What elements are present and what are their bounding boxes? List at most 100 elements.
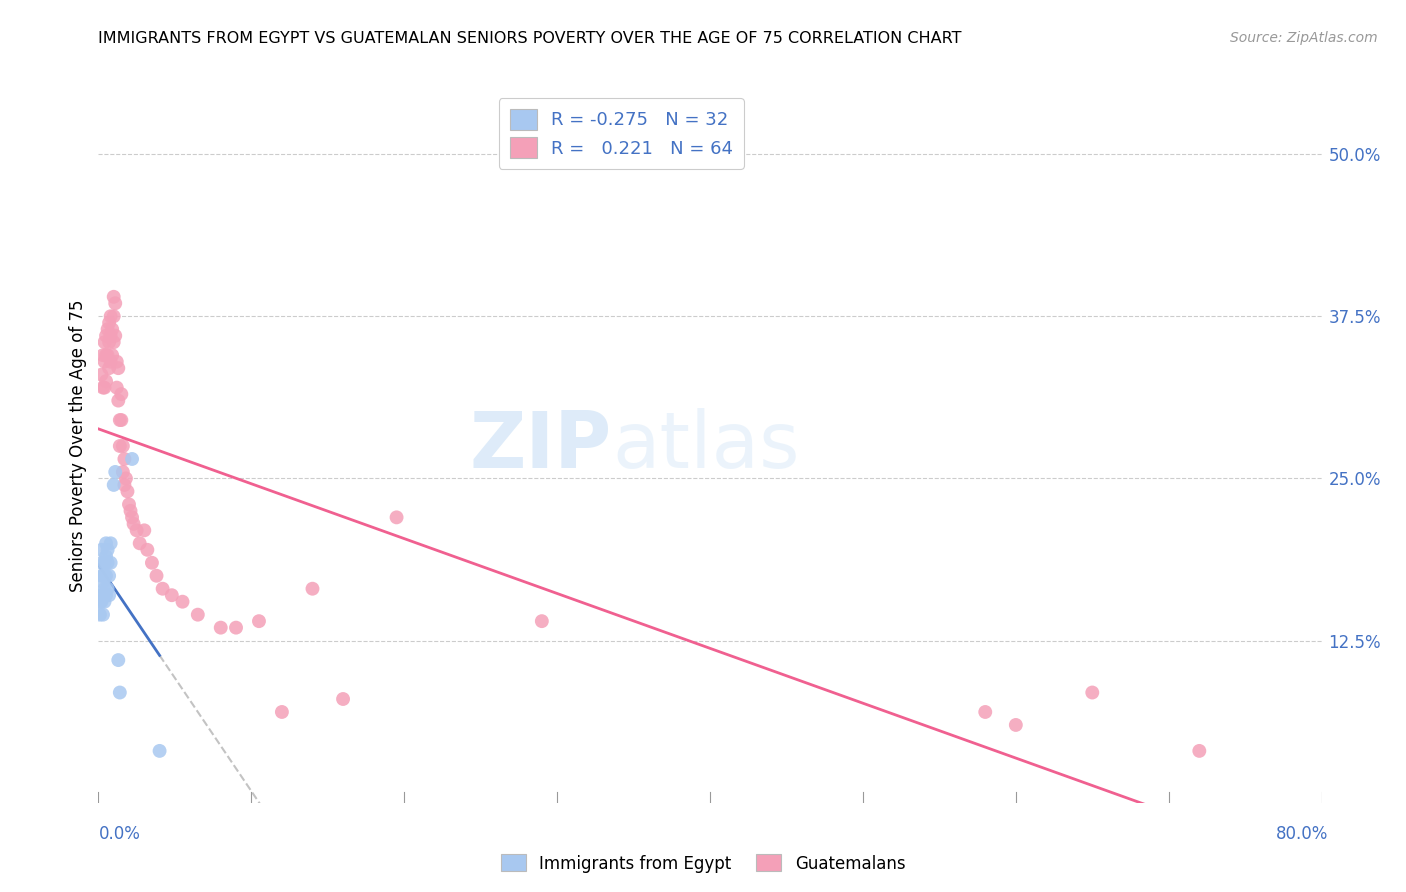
Point — [89, 595, 111, 609]
Legend: Immigrants from Egypt, Guatemalans: Immigrants from Egypt, Guatemalans — [494, 847, 912, 880]
Point — [97, 348, 120, 362]
Point — [98, 588, 121, 602]
Point — [97, 322, 120, 336]
Point — [134, 524, 156, 538]
Point — [209, 621, 232, 635]
Point — [125, 524, 148, 538]
Point — [225, 621, 247, 635]
Point — [94, 588, 117, 602]
Point — [111, 439, 134, 453]
Text: Source: ZipAtlas.com: Source: ZipAtlas.com — [1230, 31, 1378, 45]
Point — [115, 471, 138, 485]
Point — [94, 348, 117, 362]
Text: 0.0%: 0.0% — [98, 825, 141, 843]
Point — [145, 568, 167, 582]
Point — [90, 368, 112, 382]
Point — [98, 361, 121, 376]
Point — [122, 516, 145, 531]
Text: ZIP: ZIP — [470, 408, 612, 484]
Point — [91, 568, 114, 582]
Point — [90, 542, 112, 557]
Point — [247, 614, 270, 628]
Point — [90, 595, 112, 609]
Point — [97, 556, 120, 570]
Point — [104, 296, 127, 310]
Point — [100, 328, 122, 343]
Point — [103, 335, 125, 350]
Point — [105, 381, 128, 395]
Point — [141, 556, 163, 570]
Legend: R = -0.275   N = 32, R =   0.221   N = 64: R = -0.275 N = 32, R = 0.221 N = 64 — [499, 98, 744, 169]
Point — [89, 588, 111, 602]
Point — [94, 549, 117, 564]
Point — [91, 348, 114, 362]
Point — [94, 568, 117, 582]
Point — [112, 452, 135, 467]
Point — [98, 316, 121, 330]
Text: IMMIGRANTS FROM EGYPT VS GUATEMALAN SENIORS POVERTY OVER THE AGE OF 75 CORRELATI: IMMIGRANTS FROM EGYPT VS GUATEMALAN SENI… — [98, 31, 962, 46]
Point — [108, 413, 131, 427]
Text: 80.0%: 80.0% — [1277, 825, 1329, 843]
Point — [107, 393, 129, 408]
Point — [149, 744, 172, 758]
Point — [94, 328, 117, 343]
Point — [93, 335, 115, 350]
Point — [91, 588, 114, 602]
Point — [172, 595, 194, 609]
Point — [160, 588, 183, 602]
Point — [100, 536, 122, 550]
Point — [90, 556, 112, 570]
Point — [97, 582, 120, 596]
Point — [93, 381, 115, 395]
Point — [100, 556, 122, 570]
Point — [111, 465, 134, 479]
Point — [974, 705, 997, 719]
Point — [1188, 744, 1211, 758]
Point — [301, 582, 323, 596]
Point — [107, 653, 129, 667]
Point — [93, 568, 115, 582]
Point — [136, 542, 159, 557]
Point — [93, 582, 115, 596]
Point — [94, 374, 117, 388]
Point — [120, 504, 142, 518]
Point — [104, 328, 127, 343]
Point — [97, 542, 120, 557]
Point — [98, 568, 121, 582]
Point — [107, 361, 129, 376]
Point — [89, 607, 111, 622]
Point — [94, 536, 117, 550]
Point — [117, 484, 139, 499]
Point — [128, 536, 150, 550]
Point — [270, 705, 292, 719]
Point — [530, 614, 553, 628]
Point — [108, 439, 131, 453]
Point — [100, 310, 122, 324]
Point — [1004, 718, 1026, 732]
Point — [103, 290, 125, 304]
Point — [101, 348, 124, 362]
Point — [385, 510, 408, 524]
Y-axis label: Seniors Poverty Over the Age of 75: Seniors Poverty Over the Age of 75 — [69, 300, 87, 592]
Point — [101, 322, 124, 336]
Point — [103, 478, 125, 492]
Point — [103, 310, 125, 324]
Point — [110, 413, 132, 427]
Point — [90, 568, 112, 582]
Point — [108, 685, 131, 699]
Point — [93, 595, 115, 609]
Point — [93, 556, 115, 570]
Point — [98, 335, 121, 350]
Text: atlas: atlas — [612, 408, 800, 484]
Point — [105, 354, 128, 368]
Point — [152, 582, 174, 596]
Point — [91, 381, 114, 395]
Point — [100, 354, 122, 368]
Point — [91, 607, 114, 622]
Point — [187, 607, 209, 622]
Point — [1081, 685, 1104, 699]
Point — [93, 354, 115, 368]
Point — [104, 465, 127, 479]
Point — [91, 575, 114, 590]
Point — [118, 497, 141, 511]
